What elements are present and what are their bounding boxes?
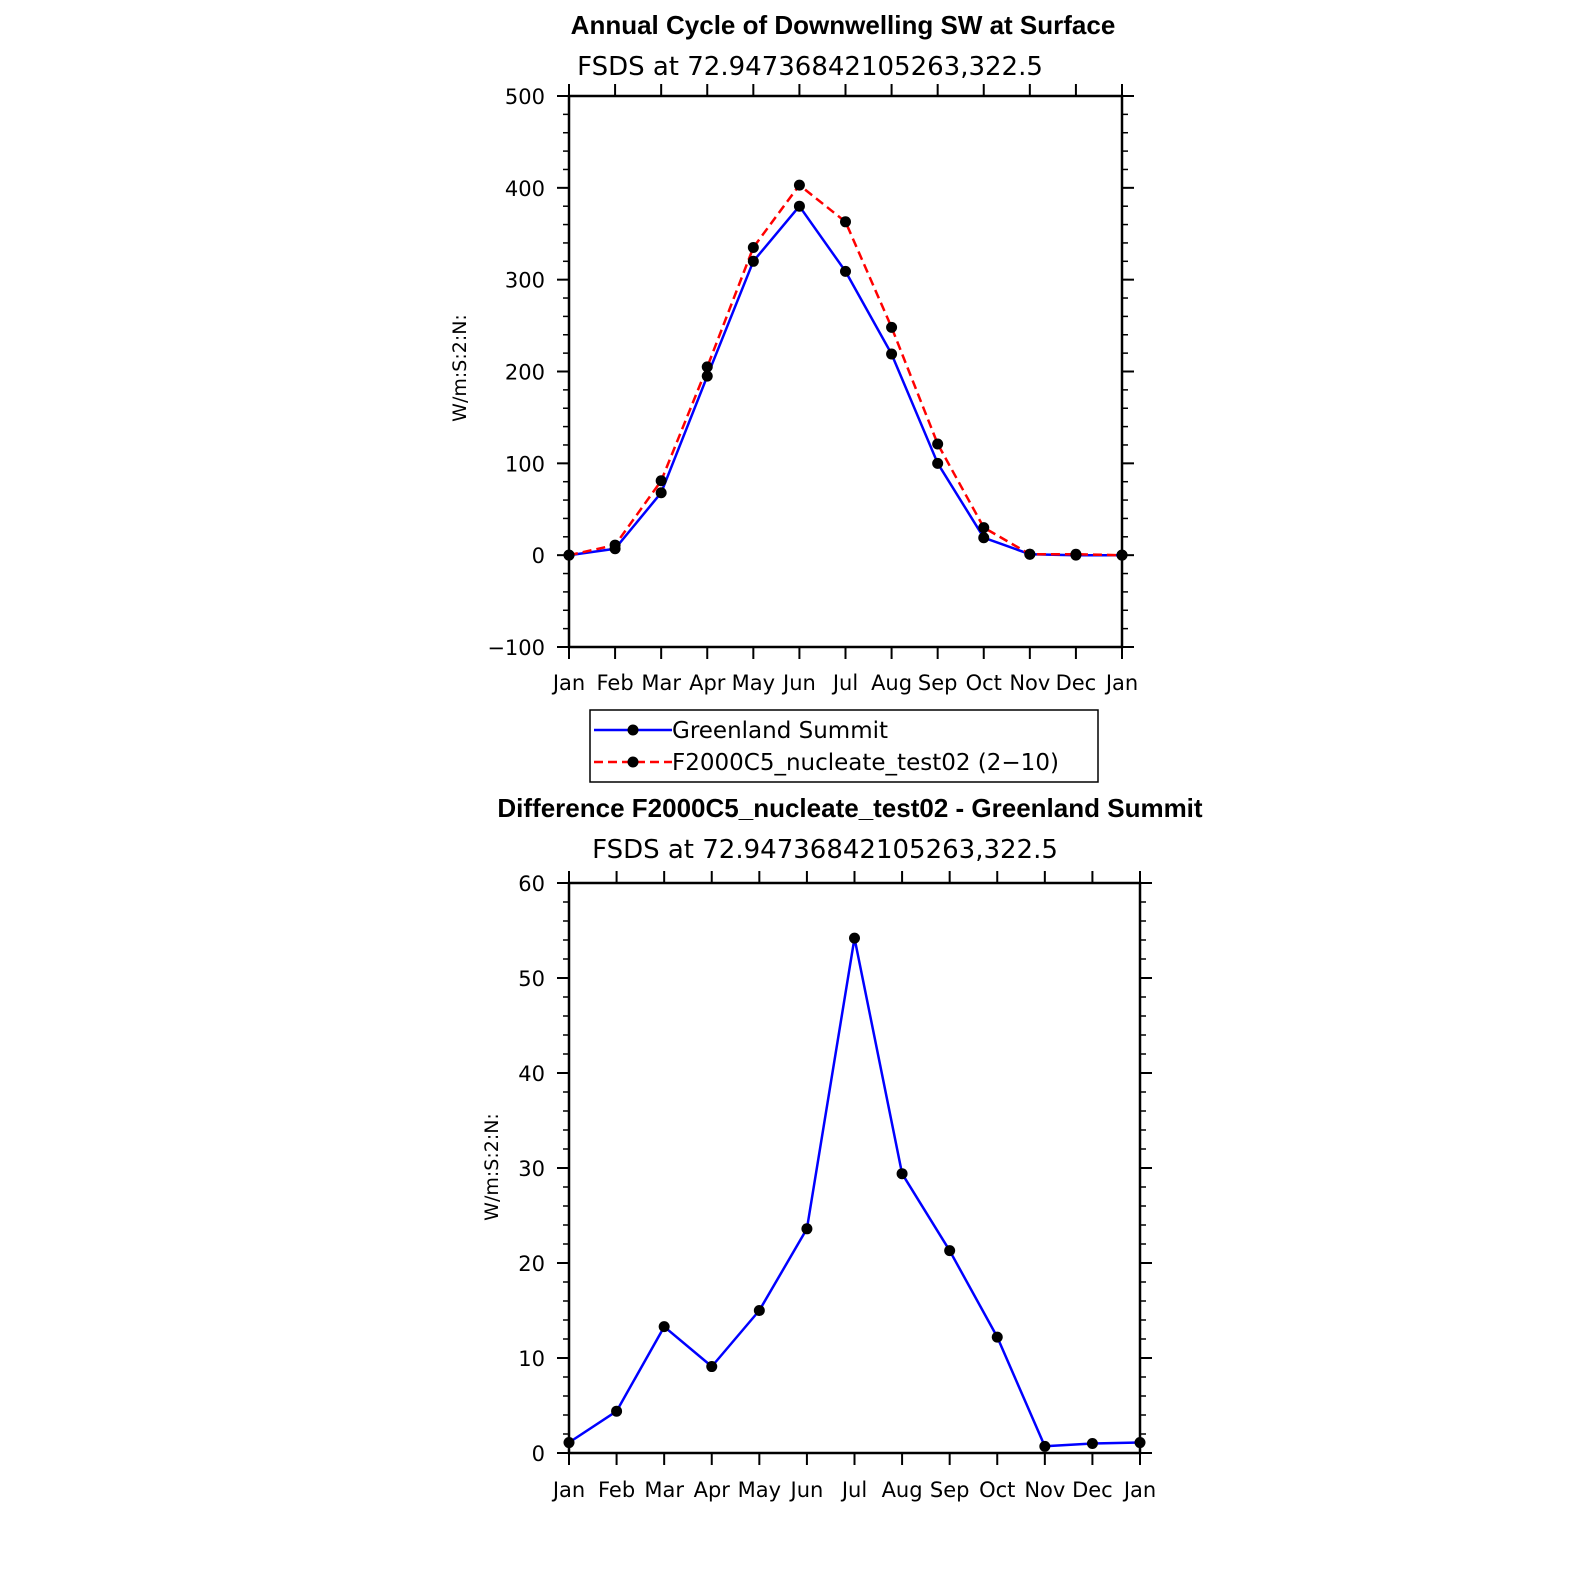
data-point-series-1 xyxy=(978,522,990,534)
data-point-series-0 xyxy=(896,1168,908,1180)
annual-cycle-chart: Annual Cycle of Downwelling SW at Surfac… xyxy=(449,10,1138,783)
x-tick-label: Aug xyxy=(871,671,912,695)
x-tick-label: Nov xyxy=(1024,1478,1065,1502)
x-tick-label: Jul xyxy=(831,671,858,695)
data-point-series-1 xyxy=(1070,548,1082,560)
x-tick-label: May xyxy=(732,671,775,695)
data-point-series-0 xyxy=(840,265,851,277)
x-tick-label: Feb xyxy=(598,1478,635,1502)
plot-frame xyxy=(567,94,1124,649)
data-point-series-1 xyxy=(1116,549,1128,561)
y-tick-label: 30 xyxy=(518,1157,545,1181)
data-point-series-1 xyxy=(793,179,805,191)
data-point-series-0 xyxy=(801,1223,813,1235)
x-tick-label: Aug xyxy=(882,1478,923,1502)
y-tick-label: 200 xyxy=(505,361,545,385)
y-tick-label: 500 xyxy=(505,85,545,109)
y-tick-label: 300 xyxy=(505,269,545,293)
data-point-series-1 xyxy=(1024,548,1036,560)
x-tick-label: Jan xyxy=(551,1478,585,1502)
x-tick-label: Dec xyxy=(1056,671,1097,695)
data-point-series-0 xyxy=(793,200,805,212)
data-point-series-1 xyxy=(655,475,667,487)
series-line-0 xyxy=(568,936,1141,1448)
data-point-series-0 xyxy=(655,487,667,499)
y-tick-label: 20 xyxy=(518,1252,545,1276)
x-tick-label: Jan xyxy=(551,671,585,695)
chart-title: Annual Cycle of Downwelling SW at Surfac… xyxy=(571,10,1116,40)
data-point-series-1 xyxy=(563,549,575,561)
legend-marker-greenland xyxy=(627,724,639,736)
x-tick-label: Jul xyxy=(840,1478,867,1502)
legend-box xyxy=(589,709,1099,783)
x-tick-label: Mar xyxy=(644,1478,684,1502)
x-tick-label: Mar xyxy=(641,671,681,695)
x-tick-label: Jun xyxy=(789,1478,824,1502)
x-tick-label: Oct xyxy=(966,671,1002,695)
data-point-series-0 xyxy=(1134,1437,1146,1449)
data-point-series-0 xyxy=(611,1405,623,1417)
data-point-series-0 xyxy=(932,457,944,469)
y-tick-label: 60 xyxy=(518,872,545,896)
y-tick-label: 40 xyxy=(518,1062,545,1086)
x-tick-label: Jun xyxy=(781,671,816,695)
chart-subtitle: FSDS at 72.94736842105263,322.5 xyxy=(592,835,1058,865)
y-axis-label: W/m:S:2:N: xyxy=(449,314,471,422)
series-line-1 xyxy=(568,183,1123,557)
y-axis-label: W/m:S:2:N: xyxy=(481,1113,503,1221)
data-point-series-1 xyxy=(609,539,621,551)
x-tick-label: Sep xyxy=(918,671,958,695)
chart-title: Difference F2000C5_nucleate_test02 - Gre… xyxy=(497,793,1203,823)
y-tick-label: 0 xyxy=(532,1442,545,1466)
data-point-series-0 xyxy=(978,532,990,544)
y-tick-label: 400 xyxy=(505,177,545,201)
x-tick-label: May xyxy=(738,1478,781,1502)
data-point-series-0 xyxy=(886,348,898,360)
series-line-0 xyxy=(568,204,1122,557)
data-point-series-0 xyxy=(747,255,759,267)
data-point-series-0 xyxy=(563,1437,575,1449)
x-tick-label: Feb xyxy=(596,671,633,695)
y-tick-label: 10 xyxy=(518,1347,545,1371)
x-tick-label: Jan xyxy=(1122,1478,1156,1502)
data-point-series-0 xyxy=(849,932,860,944)
data-point-series-0 xyxy=(658,1321,670,1333)
legend-label-model: F2000C5_nucleate_test02 (2−10) xyxy=(672,750,1059,776)
legend-label-greenland: Greenland Summit xyxy=(672,718,888,744)
x-tick-label: Apr xyxy=(689,671,726,695)
y-tick-label: −100 xyxy=(487,636,545,660)
data-point-series-0 xyxy=(1039,1440,1051,1452)
x-tick-label: Sep xyxy=(930,1478,970,1502)
data-point-series-1 xyxy=(701,361,713,373)
x-tick-label: Oct xyxy=(979,1478,1015,1502)
data-point-series-0 xyxy=(706,1361,718,1373)
plot-frame xyxy=(567,881,1142,1455)
x-tick-label: Nov xyxy=(1009,671,1050,695)
data-point-series-0 xyxy=(991,1331,1003,1343)
data-point-series-1 xyxy=(932,438,944,450)
data-point-series-0 xyxy=(701,370,713,382)
data-point-series-1 xyxy=(747,242,759,254)
data-point-series-0 xyxy=(944,1245,956,1257)
legend-marker-model xyxy=(627,756,639,768)
legend: Greenland Summit F2000C5_nucleate_test02… xyxy=(589,709,1099,783)
y-tick-label: 100 xyxy=(505,452,545,476)
difference-chart: Difference F2000C5_nucleate_test02 - Gre… xyxy=(481,793,1203,1502)
data-point-series-1 xyxy=(886,321,898,333)
y-tick-label: 50 xyxy=(518,967,545,991)
chart-subtitle: FSDS at 72.94736842105263,322.5 xyxy=(577,52,1043,82)
x-tick-label: Apr xyxy=(694,1478,731,1502)
x-tick-label: Dec xyxy=(1072,1478,1113,1502)
data-point-series-0 xyxy=(1086,1438,1098,1449)
x-tick-label: Jan xyxy=(1104,671,1138,695)
y-tick-label: 0 xyxy=(532,544,545,568)
data-point-series-1 xyxy=(840,216,851,228)
data-point-series-0 xyxy=(753,1305,765,1316)
